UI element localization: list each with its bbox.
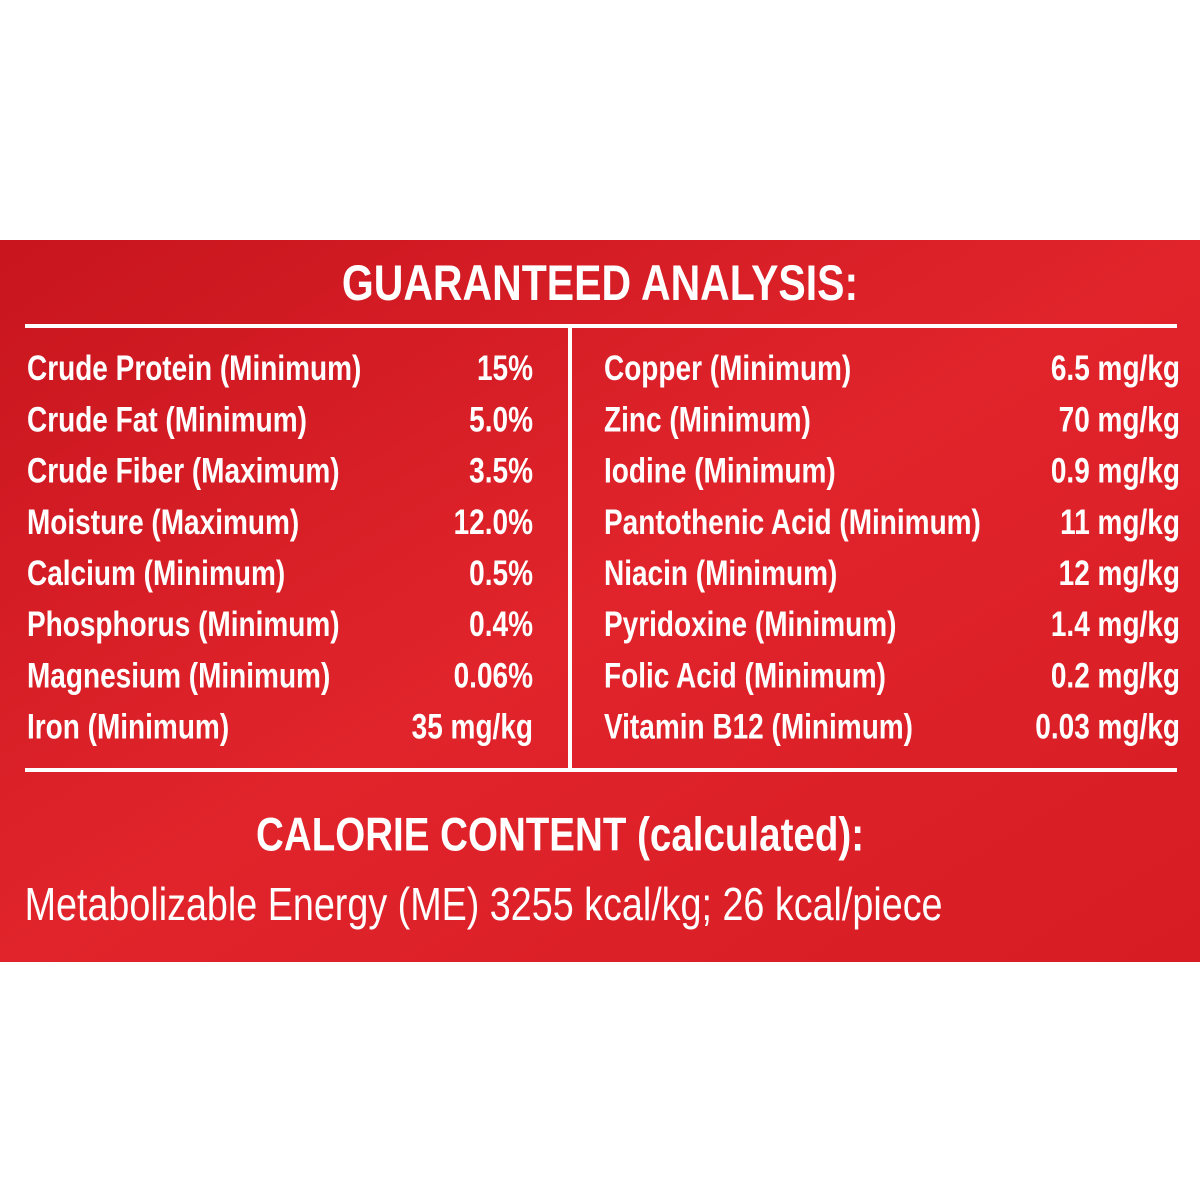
nutrient-value: 1.4 mg/kg xyxy=(1051,604,1180,644)
nutrient-label: Moisture (Maximum) xyxy=(27,502,299,542)
nutrient-label: Copper (Minimum) xyxy=(604,348,851,388)
nutrient-value: 0.5% xyxy=(469,553,533,593)
nutrient-label: Calcium (Minimum) xyxy=(27,553,285,593)
nutrient-value: 0.03 mg/kg xyxy=(1035,707,1180,747)
nutrient-label: Pantothenic Acid (Minimum) xyxy=(604,502,981,542)
nutrient-value: 11 mg/kg xyxy=(1060,502,1180,542)
title: GUARANTEED ANALYSIS: xyxy=(342,255,858,311)
nutrient-label: Magnesium (Minimum) xyxy=(27,655,330,695)
red-band xyxy=(0,240,1200,962)
nutrient-label: Iron (Minimum) xyxy=(27,707,229,747)
nutrient-label: Crude Protein (Minimum) xyxy=(27,348,361,388)
nutrient-label: Iodine (Minimum) xyxy=(604,451,836,491)
nutrient-label: Zinc (Minimum) xyxy=(604,399,811,439)
nutrient-label: Phosphorus (Minimum) xyxy=(27,604,340,644)
nutrient-label: Niacin (Minimum) xyxy=(604,553,837,593)
nutrient-value: 15% xyxy=(477,348,533,388)
calorie-heading: CALORIE CONTENT (calculated): xyxy=(256,809,864,861)
nutrient-label: Pyridoxine (Minimum) xyxy=(604,604,896,644)
nutrient-label: Crude Fiber (Maximum) xyxy=(27,451,340,491)
nutrient-value: 0.2 mg/kg xyxy=(1051,655,1180,695)
nutrient-label: Vitamin B12 (Minimum) xyxy=(604,707,913,747)
nutrient-value: 12 mg/kg xyxy=(1059,553,1180,593)
nutrient-value: 35 mg/kg xyxy=(412,707,533,747)
nutrient-value: 0.9 mg/kg xyxy=(1051,451,1180,491)
nutrient-value: 6.5 mg/kg xyxy=(1051,348,1180,388)
nutrient-value: 3.5% xyxy=(469,451,533,491)
nutrient-value: 70 mg/kg xyxy=(1059,399,1180,439)
calorie-text: Metabolizable Energy (ME) 3255 kcal/kg; … xyxy=(25,879,943,930)
nutrient-value: 12.0% xyxy=(454,502,533,542)
nutrient-value: 5.0% xyxy=(469,399,533,439)
nutrient-label: Folic Acid (Minimum) xyxy=(604,655,886,695)
nutrient-value: 0.4% xyxy=(469,604,533,644)
nutrient-label: Crude Fat (Minimum) xyxy=(27,399,307,439)
nutrient-value: 0.06% xyxy=(454,655,533,695)
